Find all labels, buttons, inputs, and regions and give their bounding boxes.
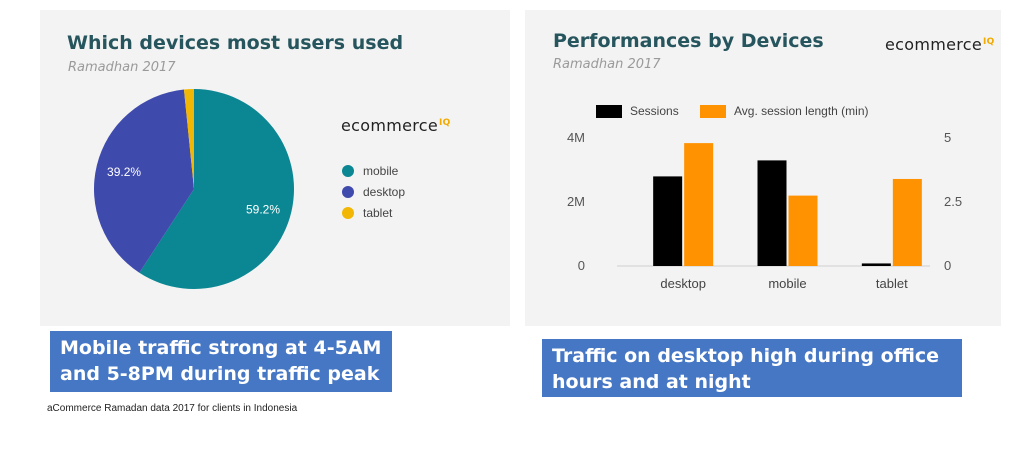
y-right-tick-label: 0 [944,258,951,273]
legend-item-desktop: desktop [342,185,405,199]
bar-avg-session-mobile [788,195,818,266]
x-tick-label: desktop [660,276,706,291]
callout-line: Mobile traffic strong at 4-5AM [60,337,382,359]
callout-line: and 5-8PM during traffic peak [60,363,380,385]
callout-line: Traffic on desktop high during office [552,345,940,367]
pie-chart: 59.2% 39.2% [93,89,294,289]
legend-swatch [342,186,354,198]
pie-chart-title: Which devices most users used [67,32,404,54]
legend-item-tablet: tablet [342,206,392,220]
bar-chart: 0 2M 4M 0 2.5 5 desktop mobile tablet [567,130,962,291]
legend-item-mobile: mobile [342,164,398,178]
bar-sessions-desktop [653,176,683,266]
legend-label: mobile [363,164,399,178]
pie-slice-mobile [139,89,294,289]
footnote: aCommerce Ramadan data 2017 for clients … [47,403,298,414]
y-left-tick-label: 2M [567,194,585,209]
legend-label: tablet [363,206,393,220]
bar-avg-session-desktop [684,143,714,266]
pie-slice-tablet [183,89,194,189]
bar-avg-session-tablet [892,178,922,266]
pie-data-label: 59.2% [246,203,280,217]
brand-logo: ecommerceIQ [341,116,451,135]
bar-sessions-tablet [861,263,891,266]
legend-swatch [342,207,354,219]
legend-swatch [342,165,354,177]
x-tick-label: mobile [768,276,806,291]
callout-line: hours and at night [552,371,751,393]
desktop-traffic-callout: Traffic on desktop high during office ho… [542,339,962,397]
y-left-tick-label: 4M [567,130,585,145]
legend-swatch [596,104,622,118]
legend-item-sessions: Sessions [596,104,679,118]
x-tick-label: tablet [876,276,908,291]
legend-label: Sessions [630,104,679,118]
pie-slice-desktop [93,89,194,273]
mobile-traffic-callout: Mobile traffic strong at 4-5AM and 5-8PM… [50,331,392,392]
bar-chart-subtitle: Ramadhan 2017 [553,57,661,72]
pie-chart-subtitle: Ramadhan 2017 [68,60,176,75]
bar-sessions-mobile [757,160,787,266]
legend-label: Avg. session length (min) [734,104,869,118]
y-left-tick-label: 0 [578,258,585,273]
y-right-tick-label: 5 [944,130,951,145]
pie-data-label: 39.2% [107,165,141,179]
legend-item-avg-session: Avg. session length (min) [700,104,869,118]
legend-label: desktop [363,185,406,199]
y-right-tick-label: 2.5 [944,194,962,209]
brand-logo: ecommerceIQ [885,35,995,54]
legend-swatch [700,104,726,118]
bar-chart-title: Performances by Devices [553,30,824,52]
